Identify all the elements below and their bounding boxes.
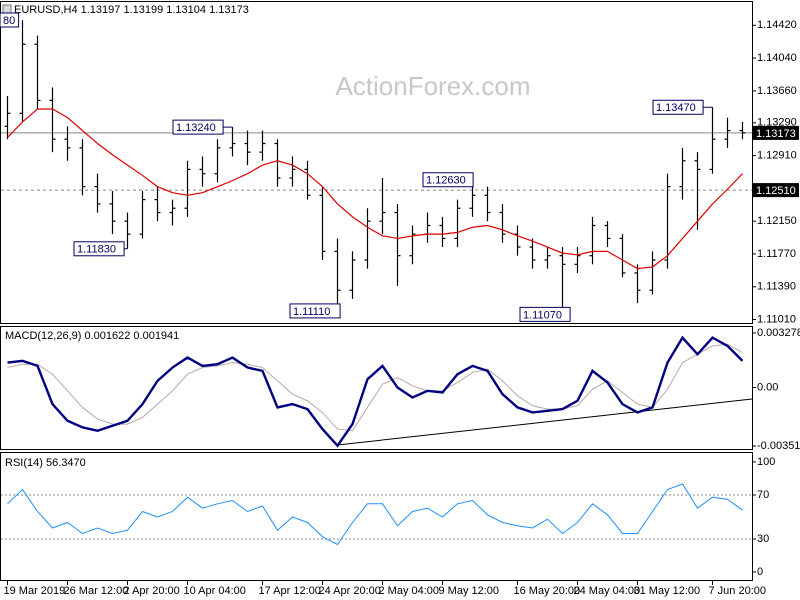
price-label: 1.12510 <box>756 185 796 197</box>
x-tick-label: 17 Apr 12:00 <box>259 585 321 597</box>
rsi-title: RSI(14) 56.3470 <box>5 457 86 469</box>
series-line <box>7 343 743 432</box>
y-tick-label: 1.14420 <box>757 19 797 31</box>
y-tick-label: 100 <box>757 456 775 468</box>
annotation-box <box>652 99 704 115</box>
x-tick-label: 16 May 20:00 <box>514 585 581 597</box>
annotation-box <box>172 119 224 135</box>
macd-panel <box>7 335 752 448</box>
y-tick-label: 70 <box>757 489 769 501</box>
y-tick-label: 1.12910 <box>757 150 797 162</box>
annotation-label: 1.12630 <box>426 175 466 187</box>
x-tick-label: 31 May 12:00 <box>634 585 701 597</box>
macd-title: MACD(12,26,9) 0.001622 0.001941 <box>5 330 179 342</box>
annotation-label: 1.13240 <box>176 122 216 134</box>
annotation-box <box>289 303 341 319</box>
price-label-box <box>753 183 799 198</box>
y-tick-label: 30 <box>757 533 769 545</box>
x-tick-label: 24 Apr 20:00 <box>319 585 381 597</box>
x-tick-label: 2 May 04:00 <box>379 585 440 597</box>
annotation-label: 80 <box>3 15 15 27</box>
annotation-label: 1.11110 <box>293 306 330 318</box>
annotation-label: 1.11830 <box>77 244 116 256</box>
price-label-box <box>753 125 799 140</box>
header: EURUSD,H4 1.13197 1.13199 1.13104 1.1317… <box>14 4 249 16</box>
moving-average <box>7 108 743 270</box>
y-tick-label: 1.13290 <box>757 117 797 129</box>
y-tick-label: 1.13660 <box>757 85 797 97</box>
series-line <box>7 483 743 546</box>
annotation-label: 1.13470 <box>656 102 696 114</box>
price-panel <box>1 20 752 315</box>
rsi-frame <box>0 452 753 581</box>
series-line <box>7 335 744 448</box>
annotation-label: 1.11070 <box>523 309 562 321</box>
y-tick-label: -0.003519 <box>757 440 800 452</box>
x-tick-label: 19 Mar 2019 <box>4 585 66 597</box>
price-frame <box>0 1 753 324</box>
y-tick-label: 0.003278 <box>757 327 800 339</box>
price-label: 1.13173 <box>756 128 796 140</box>
annotation-box <box>519 306 571 322</box>
x-tick-label: 26 Mar 12:00 <box>64 585 129 597</box>
x-tick-label: 9 May 12:00 <box>439 585 500 597</box>
x-tick-label: 2 Apr 20:00 <box>124 585 180 597</box>
y-tick-label: 1.14040 <box>757 52 797 64</box>
y-tick-label: 0.00 <box>757 381 778 393</box>
y-tick-label: 0 <box>757 566 763 578</box>
y-tick-label: 1.11010 <box>757 313 796 325</box>
annotation-box <box>73 241 125 257</box>
x-tick-label: 10 Apr 04:00 <box>184 585 246 597</box>
trendline <box>337 398 752 446</box>
x-tick-label: 24 May 04:00 <box>574 585 641 597</box>
y-tick-label: 1.12150 <box>757 215 797 227</box>
y-tick-label: 1.11770 <box>757 248 796 260</box>
rsi-panel <box>1 483 752 546</box>
annotation-box <box>422 172 474 188</box>
y-tick-label: 1.11390 <box>757 281 796 293</box>
annotation-box <box>0 12 20 28</box>
x-tick-label: 7 Jun 20:00 <box>709 585 767 597</box>
watermark: ActionForex.com <box>335 71 530 101</box>
